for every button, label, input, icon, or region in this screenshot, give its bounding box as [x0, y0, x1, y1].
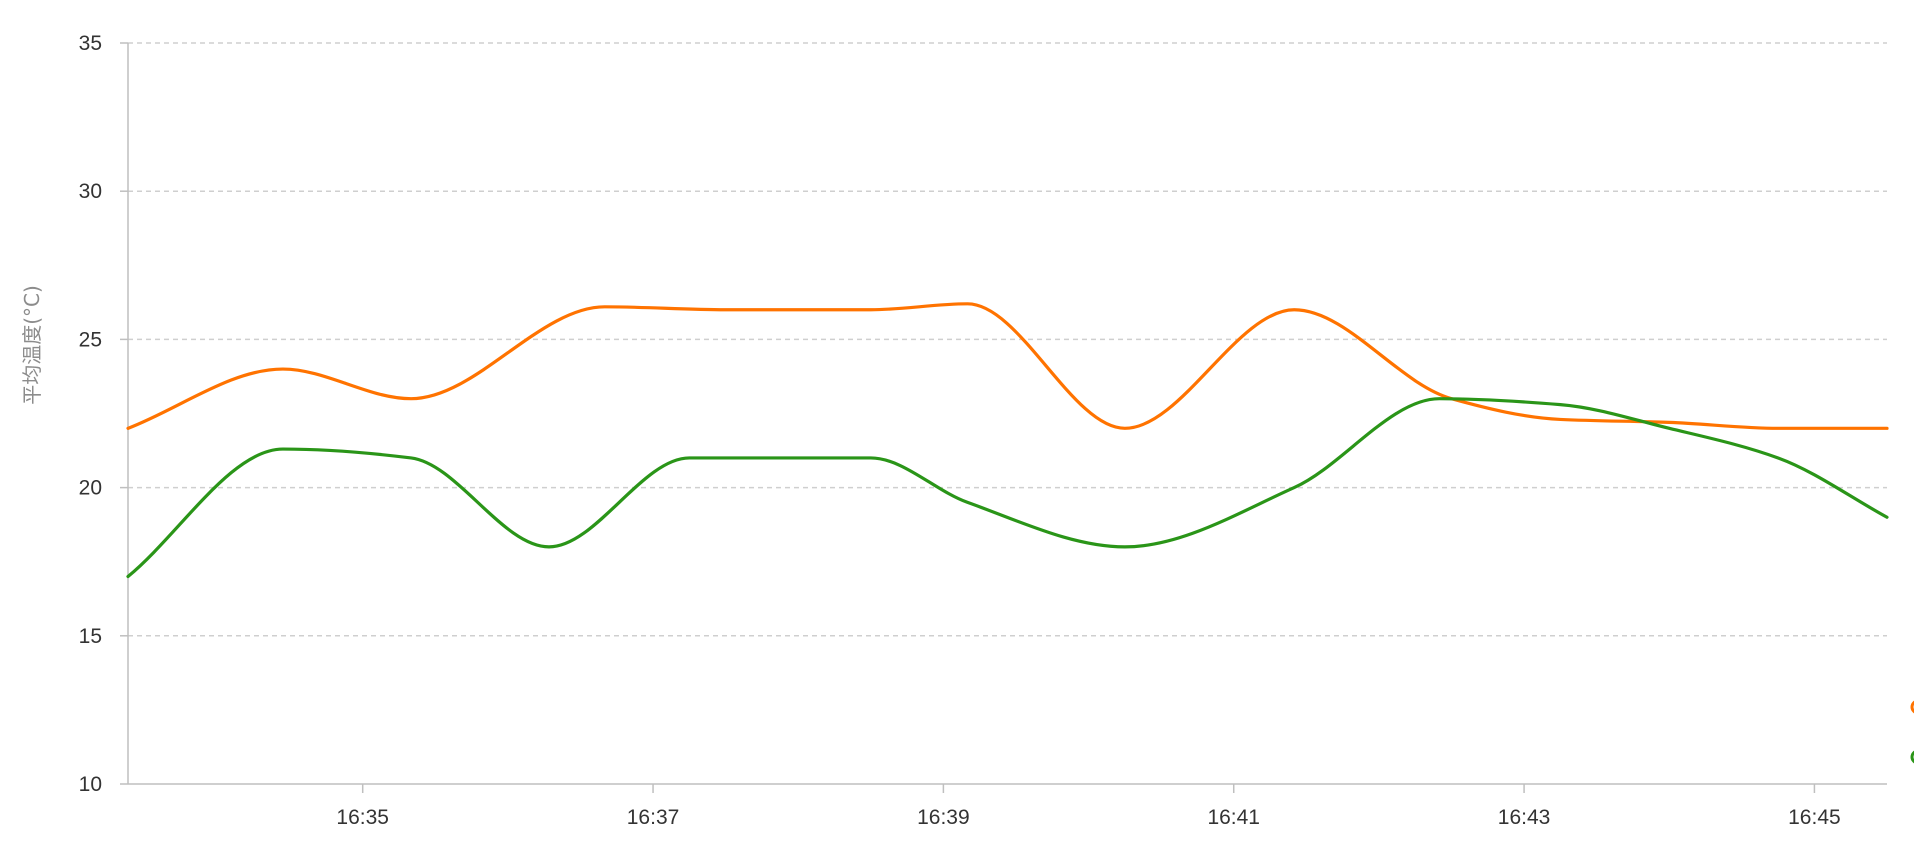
- y-axis-title: 平均温度(°C): [20, 285, 44, 405]
- series-line-1: [126, 302, 1889, 430]
- x-tick-label: 16:39: [917, 806, 970, 829]
- grid-lines: [128, 42, 1887, 637]
- x-tick-label: 16:43: [1498, 806, 1551, 829]
- y-tick-label: 30: [79, 180, 102, 203]
- legend-marker-1[interactable]: [1910, 700, 1914, 714]
- x-tick-label: 16:37: [627, 806, 680, 829]
- y-tick-label: 20: [79, 477, 102, 500]
- y-tick-label: 15: [79, 625, 102, 648]
- series-line-2: [126, 397, 1889, 579]
- axes: 10 15 20 25 30 35 16:35 16:37 16:39 16:41 16:43 16:…: [79, 32, 1887, 829]
- legend-marker-2[interactable]: [1910, 750, 1914, 764]
- y-tick-label: 35: [79, 32, 102, 55]
- legend: [1910, 700, 1914, 764]
- x-tick-label: 16:41: [1207, 806, 1260, 829]
- series-lines: [126, 302, 1889, 579]
- x-tick-label: 16:35: [336, 806, 389, 829]
- x-tick-label: 16:45: [1788, 806, 1841, 829]
- y-tick-label: 10: [79, 773, 102, 796]
- y-tick-label: 25: [79, 328, 102, 351]
